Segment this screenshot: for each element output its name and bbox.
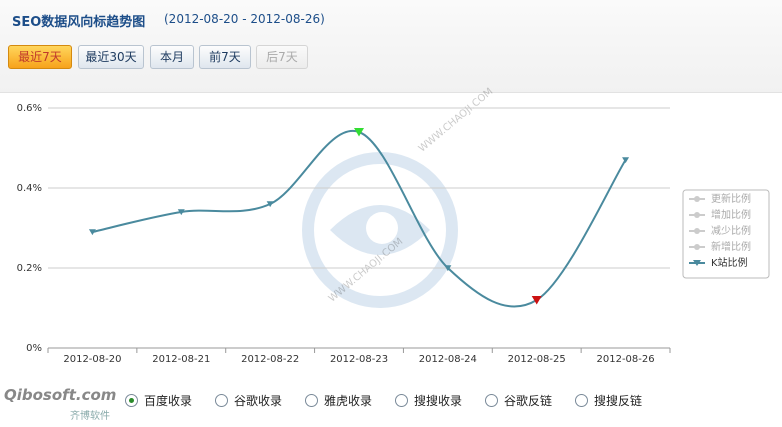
option-label: 搜搜收录 <box>414 394 463 408</box>
x-tick-label: 2012-08-25 <box>508 354 566 365</box>
point <box>354 128 364 137</box>
x-tick-label: 2012-08-20 <box>63 354 121 365</box>
radio[interactable] <box>395 394 408 407</box>
y-tick-label: 0.4% <box>17 183 42 194</box>
x-tick-label: 2012-08-26 <box>597 354 655 365</box>
option-label: 谷歌反链 <box>504 394 553 408</box>
option-label: 搜搜反链 <box>594 394 643 408</box>
x-tick-label: 2012-08-21 <box>152 354 210 365</box>
legend-label: 增加比例 <box>711 208 751 221</box>
radio-option[interactable]: 雅虎收录 <box>305 392 372 409</box>
radio[interactable] <box>485 394 498 407</box>
logo: Qibosoft.com <box>4 386 117 404</box>
radio[interactable] <box>305 394 318 407</box>
radio-option[interactable]: 谷歌收录 <box>215 392 282 409</box>
option-label: 谷歌收录 <box>234 394 283 408</box>
legend-swatch <box>694 196 700 202</box>
point <box>266 201 274 208</box>
button[interactable]: 最近30天 <box>78 45 144 69</box>
legend-swatch <box>694 228 700 234</box>
legend-box <box>682 189 770 279</box>
line <box>92 129 627 308</box>
x-tick-label: 2012-08-22 <box>241 354 299 365</box>
radio[interactable] <box>125 394 138 407</box>
chart: WWW.CHAOJI.COM WWW.CHAOJI.COM 0%0.2%0.4%… <box>17 86 770 365</box>
y-tick-label: 0.2% <box>17 263 42 274</box>
point <box>177 209 185 216</box>
logo-subtitle: 齐博软件 <box>70 411 110 422</box>
date-range: (2012-08-20 - 2012-08-26) <box>164 12 325 26</box>
legend-swatch <box>694 212 700 218</box>
legend-label: 更新比例 <box>711 192 751 205</box>
button: 后7天 <box>256 45 308 69</box>
radio[interactable] <box>215 394 228 407</box>
point <box>531 296 542 305</box>
x-tick-label: 2012-08-24 <box>419 354 477 365</box>
legend-swatch <box>694 244 700 250</box>
y-tick-label: 0.6% <box>17 103 42 114</box>
button[interactable]: 前7天 <box>199 45 251 69</box>
legend-label: 减少比例 <box>711 224 751 237</box>
radio[interactable] <box>575 394 588 407</box>
point <box>88 229 96 236</box>
y-tick-label: 0% <box>26 343 42 354</box>
button[interactable]: 本月 <box>150 45 194 69</box>
option-label: 百度收录 <box>144 394 193 408</box>
radio-option[interactable]: 百度收录 <box>125 392 192 409</box>
legend-swatch <box>693 260 701 266</box>
point <box>444 265 452 272</box>
x-tick-label: 2012-08-23 <box>330 354 388 365</box>
legend-label: K站比例 <box>711 256 748 269</box>
radio-option[interactable]: 谷歌反链 <box>485 392 552 409</box>
option-label: 雅虎收录 <box>324 394 373 408</box>
watermark <box>302 152 458 308</box>
watermark-text: WWW.CHAOJI.COM <box>417 86 496 154</box>
legend-label: 新增比例 <box>711 240 751 253</box>
point <box>622 157 630 164</box>
title: SEO数据风向标趋势图 <box>12 15 146 30</box>
button[interactable]: 最近7天 <box>8 45 72 69</box>
radio-option[interactable]: 搜搜反链 <box>575 392 642 409</box>
radio-option[interactable]: 搜搜收录 <box>395 392 462 409</box>
